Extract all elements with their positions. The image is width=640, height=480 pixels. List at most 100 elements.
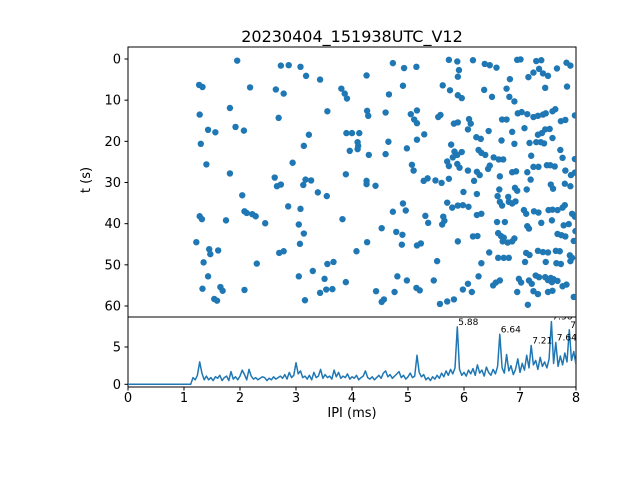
scatter-point <box>454 58 461 65</box>
scatter-point <box>465 203 472 210</box>
chart-title: 20230404_151938UTC_V12 <box>241 27 463 46</box>
scatter-point <box>511 140 518 148</box>
scatter-point <box>496 173 504 180</box>
scatter-point <box>480 86 488 94</box>
scatter-point <box>544 249 552 256</box>
scatter-point <box>309 267 316 275</box>
scatter-point <box>495 156 502 163</box>
scatter-point <box>523 186 530 193</box>
scatter-point <box>549 185 557 192</box>
y-tick-label: 20 <box>104 135 121 150</box>
x-tick-label: 0 <box>124 391 132 406</box>
scatter-point <box>413 63 420 71</box>
scatter-point <box>413 107 421 114</box>
y-tick-label: 40 <box>104 217 121 232</box>
scatter-point <box>470 177 478 185</box>
scatter-point <box>421 131 428 138</box>
scatter-point <box>365 151 372 159</box>
scatter-point <box>534 290 542 298</box>
peak-annotation: 5.88 <box>458 318 478 328</box>
scatter-point <box>455 66 463 74</box>
scatter-point <box>518 108 525 116</box>
scatter-point <box>446 87 454 94</box>
scatter-point <box>330 258 337 266</box>
scatter-point <box>382 150 389 158</box>
scatter-point <box>389 59 397 67</box>
scatter-point <box>498 202 506 209</box>
scatter-point <box>517 56 524 63</box>
scatter-point <box>204 126 212 134</box>
scatter-point <box>464 167 472 174</box>
scatter-point <box>378 298 385 306</box>
scatter-point <box>526 251 533 259</box>
scatter-point <box>535 65 543 73</box>
y-tick-label: 60 <box>104 300 121 315</box>
scatter-point <box>193 238 200 246</box>
scatter-point <box>500 156 507 163</box>
scatter-point <box>539 248 547 256</box>
scatter-point <box>560 222 567 229</box>
scatter-point <box>501 218 509 226</box>
scatter-point <box>226 104 234 112</box>
scatter-point <box>567 62 574 69</box>
scatter-point <box>253 260 260 267</box>
scatter-point <box>486 61 493 69</box>
scatter-point <box>528 280 535 287</box>
scatter-point <box>549 206 556 213</box>
x-tick-label: 4 <box>348 391 356 406</box>
scatter-point <box>562 233 569 240</box>
scatter-point <box>469 57 477 64</box>
scatter-point <box>546 125 553 133</box>
scatter-point <box>548 217 556 224</box>
scatter-point <box>241 286 248 294</box>
scatter-point <box>416 287 423 294</box>
scatter-point <box>424 175 431 182</box>
scatter-point <box>525 225 533 232</box>
scatter-point <box>422 212 429 220</box>
scatter-point <box>204 273 212 280</box>
x-tick-label: 6 <box>460 391 468 406</box>
scatter-point <box>454 119 462 126</box>
scatter-point <box>297 63 304 71</box>
scatter-point <box>503 85 510 92</box>
scatter-point <box>490 154 497 161</box>
scatter-point <box>447 141 455 148</box>
scatter-point <box>539 70 547 77</box>
scatter-point <box>407 110 414 118</box>
scatter-point <box>482 151 489 159</box>
scatter-point <box>535 163 542 171</box>
scatter-point <box>526 139 533 147</box>
scatter-point <box>486 249 493 256</box>
scatter-point <box>196 111 203 118</box>
scatter-point <box>567 257 574 265</box>
scatter-point <box>512 198 519 205</box>
scatter-point <box>563 83 571 90</box>
peak-annotation: 7.87 <box>570 321 576 331</box>
scatter-point <box>464 280 472 287</box>
scatter-point <box>549 287 556 294</box>
scatter-point <box>554 277 561 285</box>
scatter-point <box>517 279 525 286</box>
scatter-point <box>444 199 451 206</box>
scatter-point <box>534 112 542 120</box>
scatter-point <box>544 72 552 80</box>
scatter-point <box>524 169 531 176</box>
scatter-point <box>438 179 445 187</box>
scatter-point <box>570 237 576 245</box>
scatter-point <box>402 207 409 214</box>
line-plot: 5.88 6.64 7.21 7.56 7.64 7.87 <box>128 317 576 386</box>
scatter-point <box>496 277 504 284</box>
scatter-point <box>562 167 569 174</box>
scatter-point <box>403 277 411 284</box>
y-tick-label: 5 <box>113 341 121 356</box>
scatter-point <box>394 273 401 280</box>
scatter-point <box>295 273 302 280</box>
scatter-point <box>477 135 484 143</box>
x-tick-label: 7 <box>516 391 524 406</box>
x-tick-label: 8 <box>572 391 580 406</box>
scatter-point <box>321 275 328 283</box>
scatter-point <box>521 258 529 266</box>
scatter-point <box>514 187 521 194</box>
scatter-point <box>271 174 278 181</box>
